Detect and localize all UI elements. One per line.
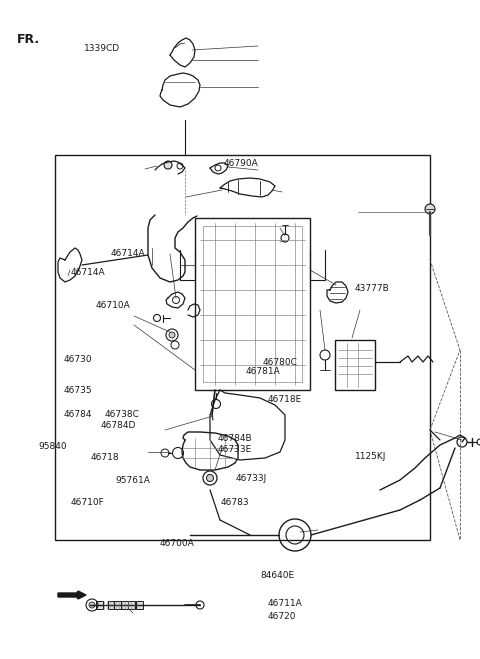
Bar — [136, 601, 143, 609]
Bar — [55, 155, 430, 540]
Bar — [195, 218, 310, 390]
Text: 46784B: 46784B — [217, 434, 252, 444]
Bar — [335, 340, 375, 390]
Circle shape — [169, 332, 175, 338]
Text: 46714A: 46714A — [110, 249, 145, 258]
Text: 46784D: 46784D — [101, 421, 136, 430]
Text: 46784: 46784 — [64, 410, 92, 419]
Circle shape — [164, 161, 172, 169]
Circle shape — [206, 474, 214, 482]
Circle shape — [89, 602, 95, 608]
Text: 46710F: 46710F — [71, 498, 105, 507]
FancyArrow shape — [58, 591, 86, 599]
Text: FR.: FR. — [17, 33, 40, 46]
Text: 46714A: 46714A — [71, 268, 106, 277]
Text: 84640E: 84640E — [260, 571, 294, 581]
Text: 46733E: 46733E — [217, 445, 252, 454]
Text: 46718: 46718 — [90, 453, 119, 462]
Circle shape — [425, 204, 435, 214]
Text: 95840: 95840 — [38, 442, 67, 451]
Text: 95761A: 95761A — [115, 476, 150, 485]
Text: 46781A: 46781A — [246, 367, 280, 376]
Text: 46738C: 46738C — [105, 410, 140, 419]
Text: 46780C: 46780C — [263, 358, 298, 367]
Bar — [114, 601, 121, 609]
Text: 46730: 46730 — [64, 355, 93, 364]
Text: 46733J: 46733J — [235, 474, 266, 483]
Bar — [121, 601, 128, 609]
Text: 46783: 46783 — [221, 498, 250, 507]
Bar — [128, 601, 135, 609]
Text: 1339CD: 1339CD — [84, 44, 120, 53]
Text: 46711A: 46711A — [268, 599, 302, 608]
Text: 46720: 46720 — [268, 612, 296, 621]
Text: 43777B: 43777B — [354, 284, 389, 293]
Text: 46790A: 46790A — [223, 159, 258, 168]
Bar — [203, 226, 302, 382]
Text: 1125KJ: 1125KJ — [355, 451, 386, 461]
Text: 46700A: 46700A — [159, 539, 194, 548]
Bar — [96, 601, 103, 609]
Text: 46710A: 46710A — [96, 301, 131, 310]
Bar — [108, 601, 115, 609]
Text: 46718E: 46718E — [268, 395, 302, 404]
Text: 46735: 46735 — [64, 386, 93, 395]
